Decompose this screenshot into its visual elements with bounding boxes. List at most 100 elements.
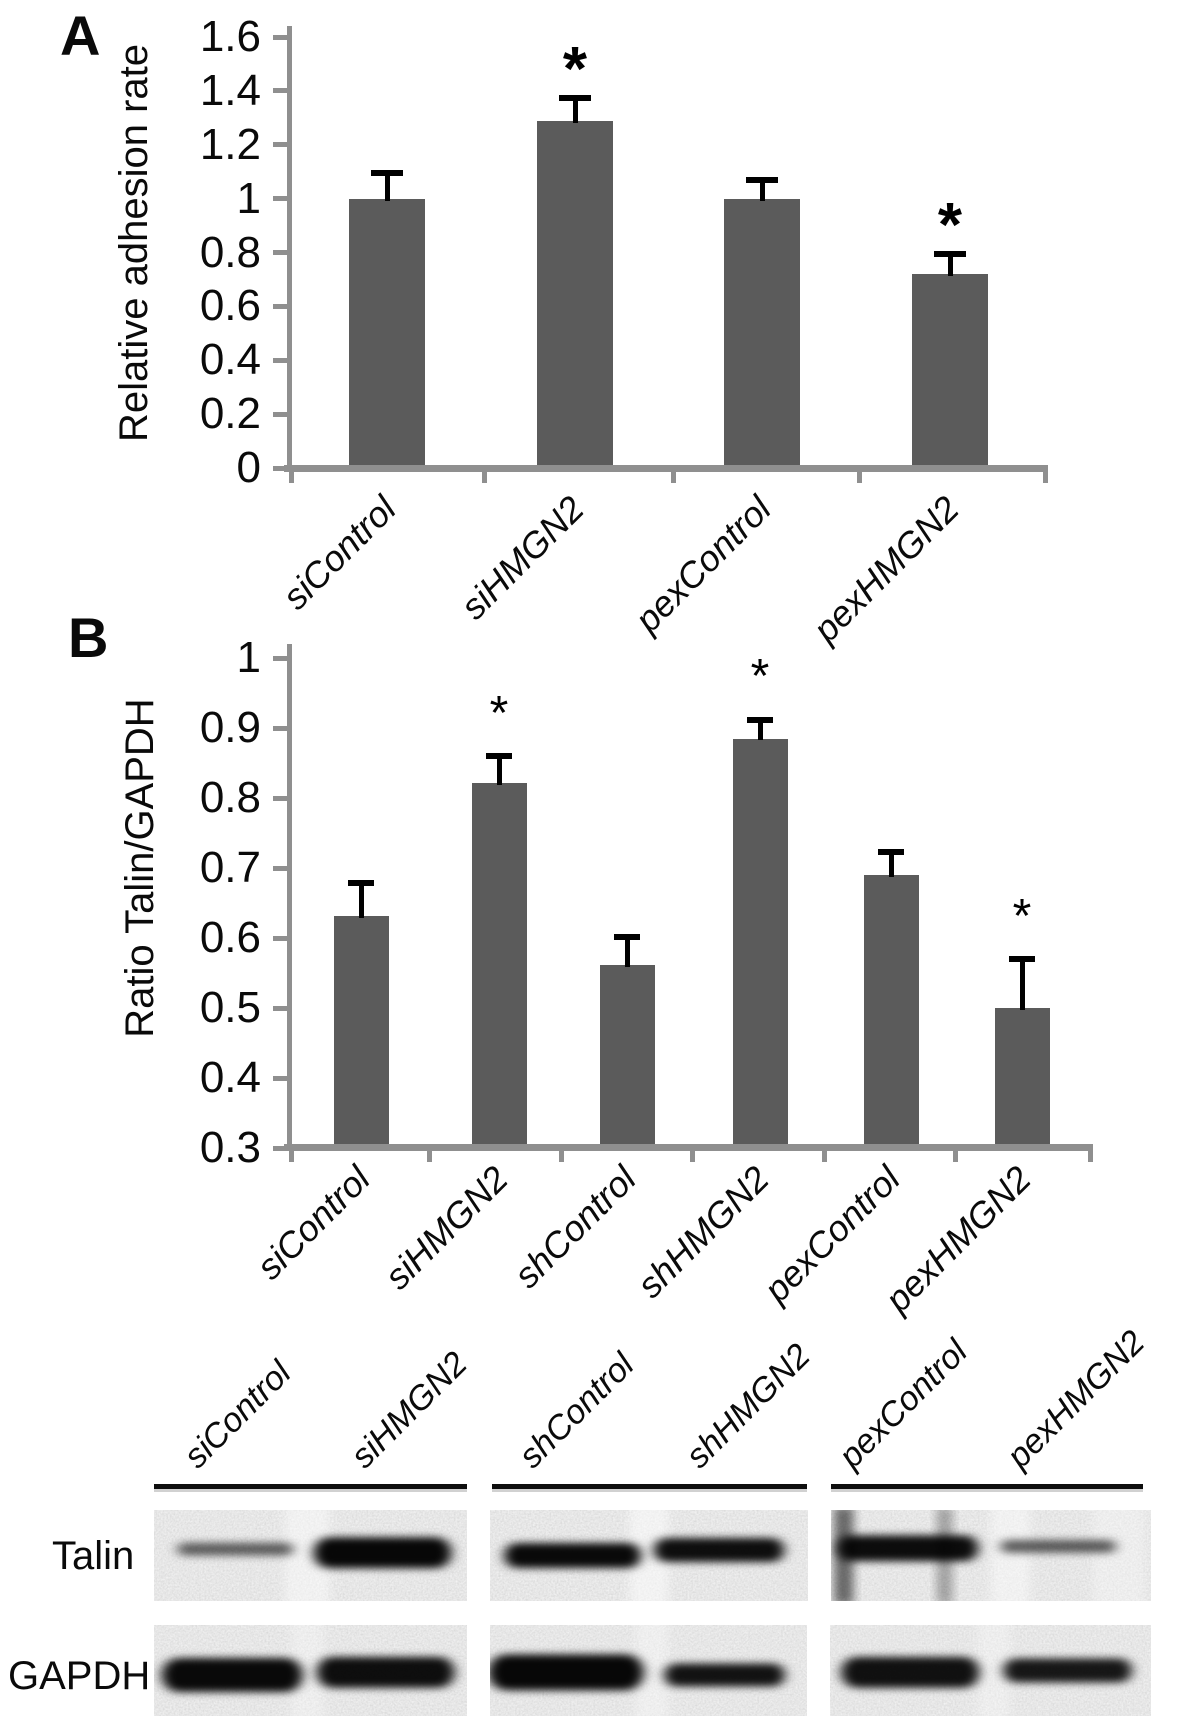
error-bar-stem-siHMGN2 [496, 756, 502, 785]
x-tick-mark-4 [822, 1144, 827, 1162]
bar-siHMGN2 [471, 782, 527, 1150]
y-tick-label-0.5: 0.5 [199, 983, 261, 1032]
blot-image-talin-shControl-shHMGN2 [490, 1504, 808, 1607]
y-tick-label-0.4: 0.4 [199, 1053, 261, 1102]
x-axis-line [284, 1144, 1092, 1151]
y-tick-mark-0.6 [273, 935, 287, 941]
bar-siControl [349, 198, 425, 471]
blot-group-line-si [154, 1484, 467, 1489]
error-bar-cap-shHMGN2 [747, 716, 773, 723]
blot-group-line-pex [831, 1484, 1143, 1489]
y-tick-mark-0.3 [273, 1145, 287, 1151]
x-tick-mark-0 [289, 465, 294, 483]
y-tick-label-0.2: 0.2 [199, 389, 261, 439]
y-tick-label-1.4: 1.4 [199, 65, 261, 115]
y-tick-label-0: 0 [236, 443, 261, 492]
error-bar-cap-siControl [371, 170, 403, 177]
y-tick-label-0.6: 0.6 [199, 281, 261, 331]
error-bar-cap-siControl [348, 879, 374, 886]
significance-asterisk-siHMGN2: * [562, 35, 588, 104]
y-tick-mark-1.4 [273, 88, 287, 94]
y-tick-mark-0.4 [273, 1075, 287, 1081]
blot-image-gapdh-shControl-shHMGN2 [488, 1619, 807, 1722]
bar-siControl [333, 915, 389, 1150]
error-bar-cap-siHMGN2 [559, 94, 591, 101]
y-tick-label-0.4: 0.4 [199, 335, 261, 385]
x-tick-mark-6 [1088, 1144, 1093, 1162]
x-tick-mark-3 [690, 1144, 695, 1162]
error-bar-stem-shControl [624, 936, 630, 967]
panel-b-letter: B [68, 606, 109, 669]
significance-asterisk-siHMGN2: * [489, 686, 509, 740]
y-tick-label-1: 1 [236, 173, 261, 223]
bar-pexHMGN2 [994, 1008, 1050, 1150]
error-bar-stem-siHMGN2 [572, 97, 578, 123]
significance-asterisk-shHMGN2: * [750, 650, 770, 704]
y-tick-label-0.3: 0.3 [199, 1123, 261, 1172]
blot-row-label-gapdh: GAPDH [8, 1654, 151, 1698]
significance-asterisk-pexHMGN2: * [937, 191, 963, 261]
blot-image-talin-siControl-siHMGN2 [154, 1504, 467, 1607]
error-bar-stem-pexHMGN2 [947, 253, 953, 277]
error-bar-stem-shHMGN2 [757, 719, 763, 741]
y-tick-label-0.7: 0.7 [199, 843, 261, 892]
x-tick-mark-0 [289, 1144, 294, 1162]
x-tick-mark-1 [427, 1144, 432, 1162]
y-tick-mark-0.7 [273, 865, 287, 871]
y-tick-mark-0.9 [273, 725, 287, 731]
bar-shControl [599, 964, 655, 1150]
x-tick-mark-2 [559, 1144, 564, 1162]
blot-lane-label-siHMGN2: siHMGN2 [343, 1344, 475, 1476]
y-tick-mark-0.8 [273, 250, 287, 255]
y-tick-mark-1 [273, 196, 287, 202]
y-tick-label-1.6: 1.6 [199, 12, 261, 61]
x-category-label-siHMGN2: siHMGN2 [452, 487, 592, 628]
x-tick-mark-1 [482, 465, 487, 483]
error-bar-stem-pexHMGN2 [1019, 959, 1025, 1010]
y-tick-mark-0.5 [273, 1005, 287, 1011]
panel-a-letter: A [60, 4, 101, 67]
error-bar-cap-pexHMGN2 [1009, 956, 1035, 962]
x-tick-mark-2 [671, 465, 676, 483]
panel-b-y-axis-title: Ratio Talin/GAPDH [118, 698, 162, 1038]
blot-image-gapdh-pexControl-pexHMGN2 [830, 1619, 1151, 1722]
bar-shHMGN2 [732, 738, 788, 1150]
error-bar-cap-pexControl [878, 848, 904, 855]
error-bar-cap-pexControl [746, 176, 778, 183]
blot-image-talin-pexControl-pexHMGN2 [831, 1504, 1151, 1607]
blot-group-line-sh [492, 1484, 807, 1489]
y-tick-label-0.8: 0.8 [199, 773, 261, 822]
y-tick-mark-0.8 [273, 795, 287, 801]
y-tick-mark-1 [273, 655, 287, 661]
y-tick-label-0.6: 0.6 [199, 913, 261, 962]
bar-siHMGN2 [537, 120, 613, 471]
y-tick-mark-1.2 [273, 142, 287, 148]
x-tick-mark-5 [953, 1144, 958, 1162]
panel-a-y-axis-title: Relative adhesion rate [112, 43, 156, 443]
y-axis-line [287, 26, 292, 472]
y-axis-line [287, 644, 292, 1151]
error-bar-stem-pexControl [759, 179, 765, 201]
y-tick-mark-0.4 [273, 357, 287, 363]
bar-pexControl [863, 875, 919, 1150]
x-tick-mark-3 [857, 465, 862, 483]
y-tick-label-1.2: 1.2 [199, 119, 261, 169]
blot-row-label-talin: Talin [52, 1534, 135, 1578]
error-bar-cap-shControl [614, 933, 640, 940]
blot-image-gapdh-siControl-siHMGN2 [154, 1619, 467, 1722]
blot-lane-label-siControl: siControl [176, 1353, 299, 1476]
y-tick-label-0.9: 0.9 [199, 703, 261, 752]
y-tick-mark-0.2 [273, 411, 287, 417]
x-tick-mark-4 [1043, 465, 1048, 483]
error-bar-cap-siHMGN2 [486, 753, 512, 759]
significance-asterisk-pexHMGN2: * [1012, 889, 1032, 943]
blot-lane-label-pexHMGN2: pexHMGN2 [999, 1323, 1153, 1476]
x-axis-line [284, 465, 1046, 472]
error-bar-stem-pexControl [888, 851, 894, 877]
bar-pexHMGN2 [912, 274, 988, 471]
bar-pexControl [724, 198, 800, 471]
y-tick-mark-0.6 [273, 303, 287, 309]
error-bar-stem-siControl [384, 173, 390, 201]
y-tick-mark-1.6 [273, 34, 287, 40]
